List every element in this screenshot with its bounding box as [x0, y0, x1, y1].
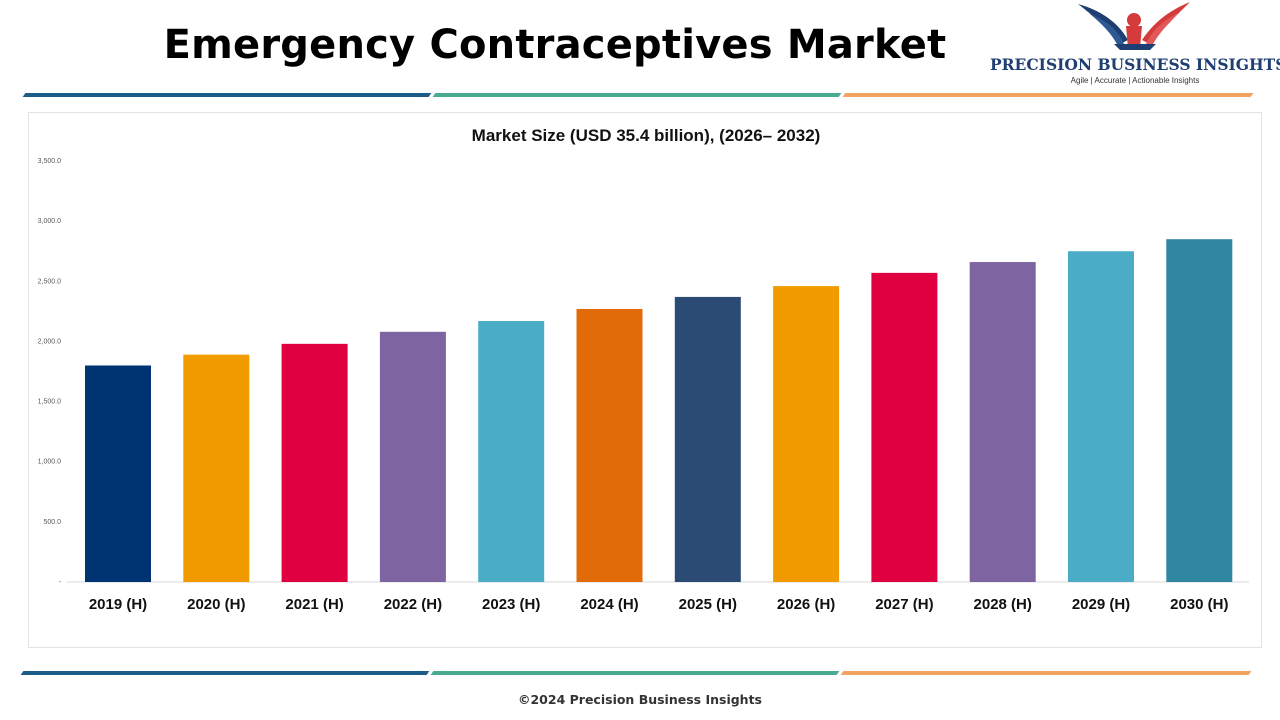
- bar: [576, 308, 643, 582]
- footer-divider: [20, 671, 1258, 675]
- chart-title: Market Size (USD 35.4 billion), (2026– 2…: [472, 126, 821, 145]
- company-logo: PRECISION BUSINESS INSIGHTS Agile | Accu…: [990, 0, 1280, 92]
- x-tick-label: 2025 (H): [679, 596, 737, 613]
- x-tick-label: 2030 (H): [1170, 596, 1228, 613]
- x-tick-label: 2029 (H): [1072, 596, 1130, 613]
- bar-chart: Market Size (USD 35.4 billion), (2026– 2…: [38, 126, 1249, 613]
- x-tick-label: 2024 (H): [580, 596, 638, 613]
- bar: [773, 286, 840, 582]
- y-tick-label: 1,500.0: [38, 399, 61, 406]
- y-tick-label: 3,000.0: [38, 218, 61, 225]
- x-tick-label: 2020 (H): [187, 596, 245, 613]
- logo-name: PRECISION BUSINESS INSIGHTS: [990, 55, 1280, 74]
- bar: [85, 365, 151, 582]
- x-axis: 2019 (H) 2020 (H) 2021 (H) 2022 (H) 2023 (H)…: [89, 596, 1229, 613]
- bar: [1166, 239, 1233, 582]
- bar: [183, 354, 250, 582]
- y-tick-label: 500.0: [43, 519, 61, 526]
- y-tick-label: 3,500.0: [38, 158, 61, 165]
- x-tick-label: 2022 (H): [384, 596, 442, 613]
- x-tick-label: 2028 (H): [974, 596, 1032, 613]
- x-tick-label: 2026 (H): [777, 596, 835, 613]
- y-tick-label: 2,000.0: [38, 338, 61, 345]
- x-tick-label: 2021 (H): [285, 596, 343, 613]
- bar: [969, 262, 1036, 582]
- bar-series: [85, 239, 1233, 582]
- x-tick-label: 2019 (H): [89, 596, 147, 613]
- y-axis: - 500.0 1,000.0 1,500.0 2,000.0 2,500.0 3,000.…: [38, 158, 62, 586]
- bar: [674, 296, 741, 582]
- y-tick-label: -: [59, 579, 62, 586]
- bar: [478, 320, 545, 582]
- x-tick-label: 2027 (H): [875, 596, 933, 613]
- eagle-logo-icon: [1078, 2, 1190, 50]
- x-tick-label: 2023 (H): [482, 596, 540, 613]
- y-tick-label: 2,500.0: [38, 278, 61, 285]
- chart-panel: Market Size (USD 35.4 billion), (2026– 2…: [28, 112, 1262, 648]
- header-divider: [22, 93, 1260, 97]
- y-tick-label: 1,000.0: [38, 459, 61, 466]
- bar: [281, 343, 348, 582]
- logo-tagline: Agile | Accurate | Actionable Insights: [1070, 76, 1200, 85]
- bar: [871, 272, 938, 582]
- bar: [379, 331, 446, 582]
- page-title: Emergency Contraceptives Market: [163, 22, 947, 68]
- copyright-footer: ©2024 Precision Business Insights: [517, 692, 762, 707]
- bar: [1068, 251, 1134, 582]
